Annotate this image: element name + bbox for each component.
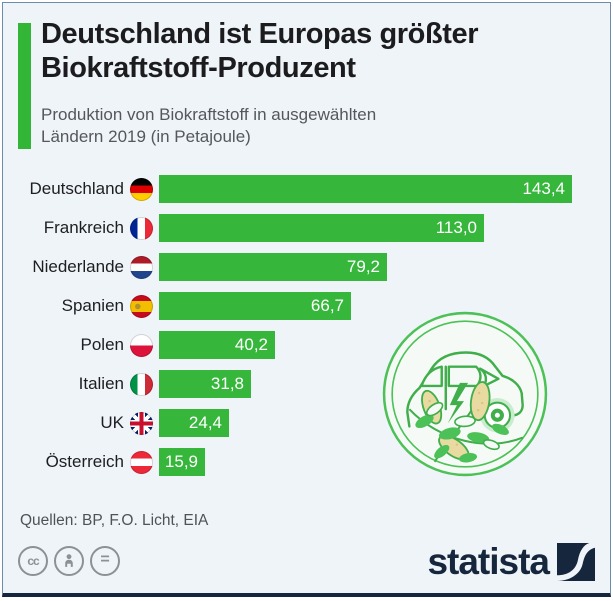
flag-spain-icon [130,294,153,318]
attribution-icon[interactable] [54,546,84,576]
country-label: Frankreich [43,218,124,237]
value-label: 143,4 [522,179,565,198]
value-bar: 24,4 [159,409,229,437]
chart-row: Polen 40,2 [18,331,595,359]
value-label: 66,7 [310,296,344,315]
biofuel-car-illustration [379,308,551,480]
value-bar: 79,2 [159,253,387,281]
country-label: UK [100,413,124,432]
value-bar: 143,4 [159,175,572,203]
chart-row: Niederlande 79,2 [18,253,595,281]
flag-uk-icon [130,411,153,435]
statista-logo[interactable]: statista [427,543,595,581]
flag-poland-icon [130,333,153,357]
bar-chart: Deutschland 143,4 Frankreich 113,0 Niede… [18,175,595,487]
country-label: Österreich [45,452,124,471]
value-label: 24,4 [188,413,222,432]
chart-row: UK 24,4 [18,409,595,437]
value-bar: 31,8 [159,370,251,398]
no-derivatives-icon[interactable]: = [90,546,120,576]
country-label: Spanien [61,296,124,315]
page-subtitle: Produktion von Biokraftstoff in ausgewäh… [41,105,377,146]
statista-wordmark: statista [427,541,550,582]
person-icon [65,554,73,567]
page-title: Deutschland ist Europas größter Biokraft… [41,18,479,84]
value-bar: 113,0 [159,214,484,242]
eco-car-icon [382,311,548,477]
flag-italy-icon [130,372,153,396]
sources-text: Quellen: BP, F.O. Licht, EIA [20,512,209,529]
chart-row: Österreich 15,9 [18,448,595,476]
value-bar: 15,9 [159,448,205,476]
value-bar: 66,7 [159,292,351,320]
value-label: 31,8 [210,374,244,393]
chart-row: Spanien 66,7 [18,292,595,320]
chart-row: Italien 31,8 [18,370,595,398]
flag-austria-icon [130,450,153,474]
country-label: Deutschland [29,179,124,198]
value-label: 15,9 [164,452,198,471]
chart-row: Frankreich 113,0 [18,214,595,242]
title-accent-bar [18,23,31,149]
country-label: Niederlande [32,257,124,276]
flag-netherlands-icon [130,255,153,279]
chart-row: Deutschland 143,4 [18,175,595,203]
value-label: 79,2 [346,257,380,276]
lightning-bolt-icon [447,382,469,424]
cc-icon[interactable]: cc [18,546,48,576]
value-bar: 40,2 [159,331,275,359]
flag-france-icon [130,216,153,240]
value-label: 40,2 [234,335,268,354]
license-badges: cc = [18,546,120,576]
value-label: 113,0 [435,218,477,237]
flag-germany-icon [130,177,153,201]
statista-logo-icon [557,543,595,581]
leaves-icon [415,414,509,463]
country-label: Polen [80,335,124,354]
country-label: Italien [78,374,124,393]
